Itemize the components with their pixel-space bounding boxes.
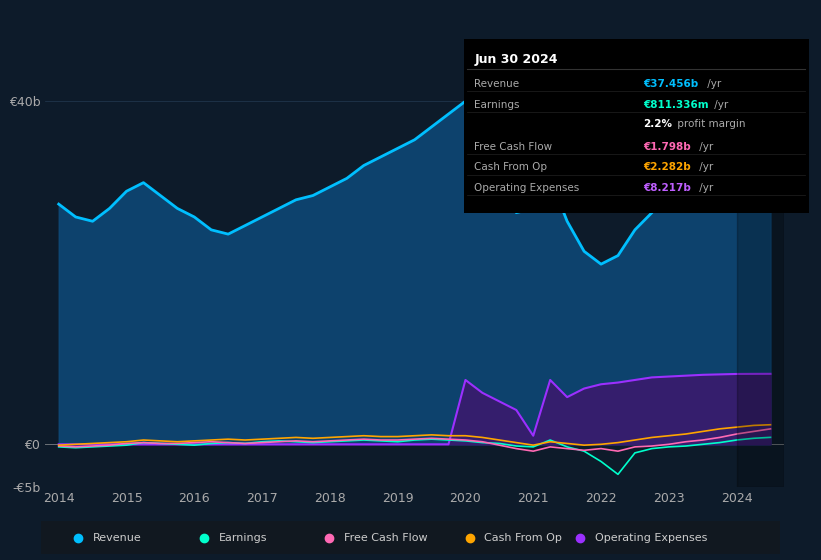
Text: €8.217b: €8.217b	[643, 183, 691, 193]
Text: Free Cash Flow: Free Cash Flow	[344, 533, 428, 543]
Bar	[736, 84, 784, 487]
Text: €1.798b: €1.798b	[643, 142, 691, 152]
Text: Free Cash Flow: Free Cash Flow	[475, 142, 553, 152]
Text: 2.2%: 2.2%	[643, 119, 672, 129]
Text: /yr: /yr	[696, 183, 713, 193]
Text: Jun 30 2024: Jun 30 2024	[475, 53, 557, 66]
Text: €2.282b: €2.282b	[643, 162, 691, 172]
Text: €811.336m: €811.336m	[643, 100, 709, 110]
Text: /yr: /yr	[696, 142, 713, 152]
Text: Cash From Op: Cash From Op	[484, 533, 562, 543]
Text: Earnings: Earnings	[475, 100, 520, 110]
Text: €37.456b: €37.456b	[643, 79, 699, 89]
Text: profit margin: profit margin	[673, 119, 745, 129]
Text: Earnings: Earnings	[218, 533, 267, 543]
Text: Revenue: Revenue	[475, 79, 520, 89]
Text: /yr: /yr	[704, 79, 721, 89]
Text: Cash From Op: Cash From Op	[475, 162, 548, 172]
Text: Revenue: Revenue	[93, 533, 141, 543]
Text: /yr: /yr	[696, 162, 713, 172]
Text: /yr: /yr	[712, 100, 729, 110]
Text: Operating Expenses: Operating Expenses	[595, 533, 708, 543]
Text: Operating Expenses: Operating Expenses	[475, 183, 580, 193]
